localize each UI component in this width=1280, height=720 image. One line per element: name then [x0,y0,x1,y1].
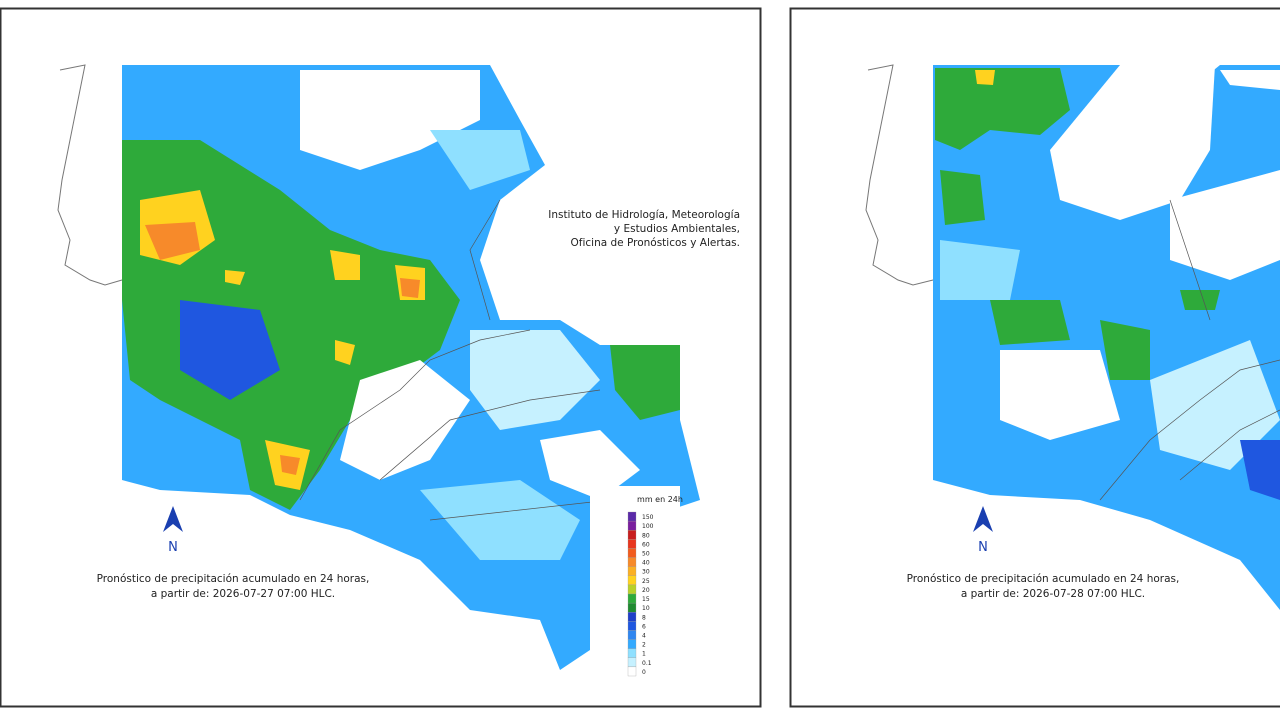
institution-line: Instituto de Hidrología, Meteorología [548,209,740,221]
legend-swatch [627,612,637,622]
legend-label: 50 [642,551,650,558]
legend-swatch [627,593,637,604]
institution-line: y Estudios Ambientales, [614,223,740,235]
legend-label: 10 [642,605,650,612]
admin-borders [1099,199,1280,501]
legend-label: 25 [642,578,650,585]
legend-label: 15 [642,596,650,603]
north-arrow [163,506,183,532]
legend-swatch [627,520,637,531]
legend-swatch [627,557,637,567]
caption-line: a partir de: 2026-07-28 07:00 HLC. [961,588,1145,600]
right-panel: N Pronóstico de precipitación acumulado … [789,7,1280,708]
legend-swatch [627,575,637,586]
legend-swatch [627,548,637,558]
legend-label: 8 [642,614,646,621]
legend-label: 40 [642,560,650,567]
legend-label: 0.1 [642,660,652,667]
legend-label: 30 [642,569,650,576]
legend-swatch [627,566,637,576]
legend-label: 150 [642,514,654,521]
left-panel: Instituto de Hidrología, Meteorología y … [0,7,762,708]
legend-swatch [627,648,637,658]
legend-label: 0 [642,669,646,676]
legend-label: 20 [642,587,650,594]
caption-line: a partir de: 2026-07-27 07:00 HLC. [151,588,335,600]
legend-swatch [627,639,637,649]
legend-label: 100 [642,523,654,530]
precipitation-field [122,65,700,670]
legend-swatch [627,602,637,613]
legend-label: 2 [642,642,646,649]
legend-swatch [627,584,637,595]
legend-swatch [627,539,637,549]
legend-swatch [627,657,637,668]
legend: mm en 24h 150100806050403025201510864210… [590,486,683,682]
precipitation-field [933,65,1280,610]
legend-label: 6 [642,623,646,630]
caption-line: Pronóstico de precipitación acumulado en… [97,573,370,585]
north-label: N [978,540,988,555]
legend-swatch [627,630,637,640]
north-arrow [973,506,993,532]
legend-label: 60 [642,541,650,548]
legend-swatch [627,530,637,540]
legend-label: 4 [642,633,646,640]
legend-swatch [627,666,637,677]
north-label: N [168,540,178,555]
coastline [57,64,123,286]
legend-title: mm en 24h [637,495,683,504]
caption-line: Pronóstico de precipitación acumulado en… [907,573,1180,585]
legend-swatch [627,621,637,631]
legend-label: 80 [642,532,650,539]
coastline [865,64,934,286]
institution-line: Oficina de Pronósticos y Alertas. [571,237,741,249]
legend-label: 1 [642,651,646,658]
admin-borders [299,199,611,521]
legend-swatch [627,511,637,522]
